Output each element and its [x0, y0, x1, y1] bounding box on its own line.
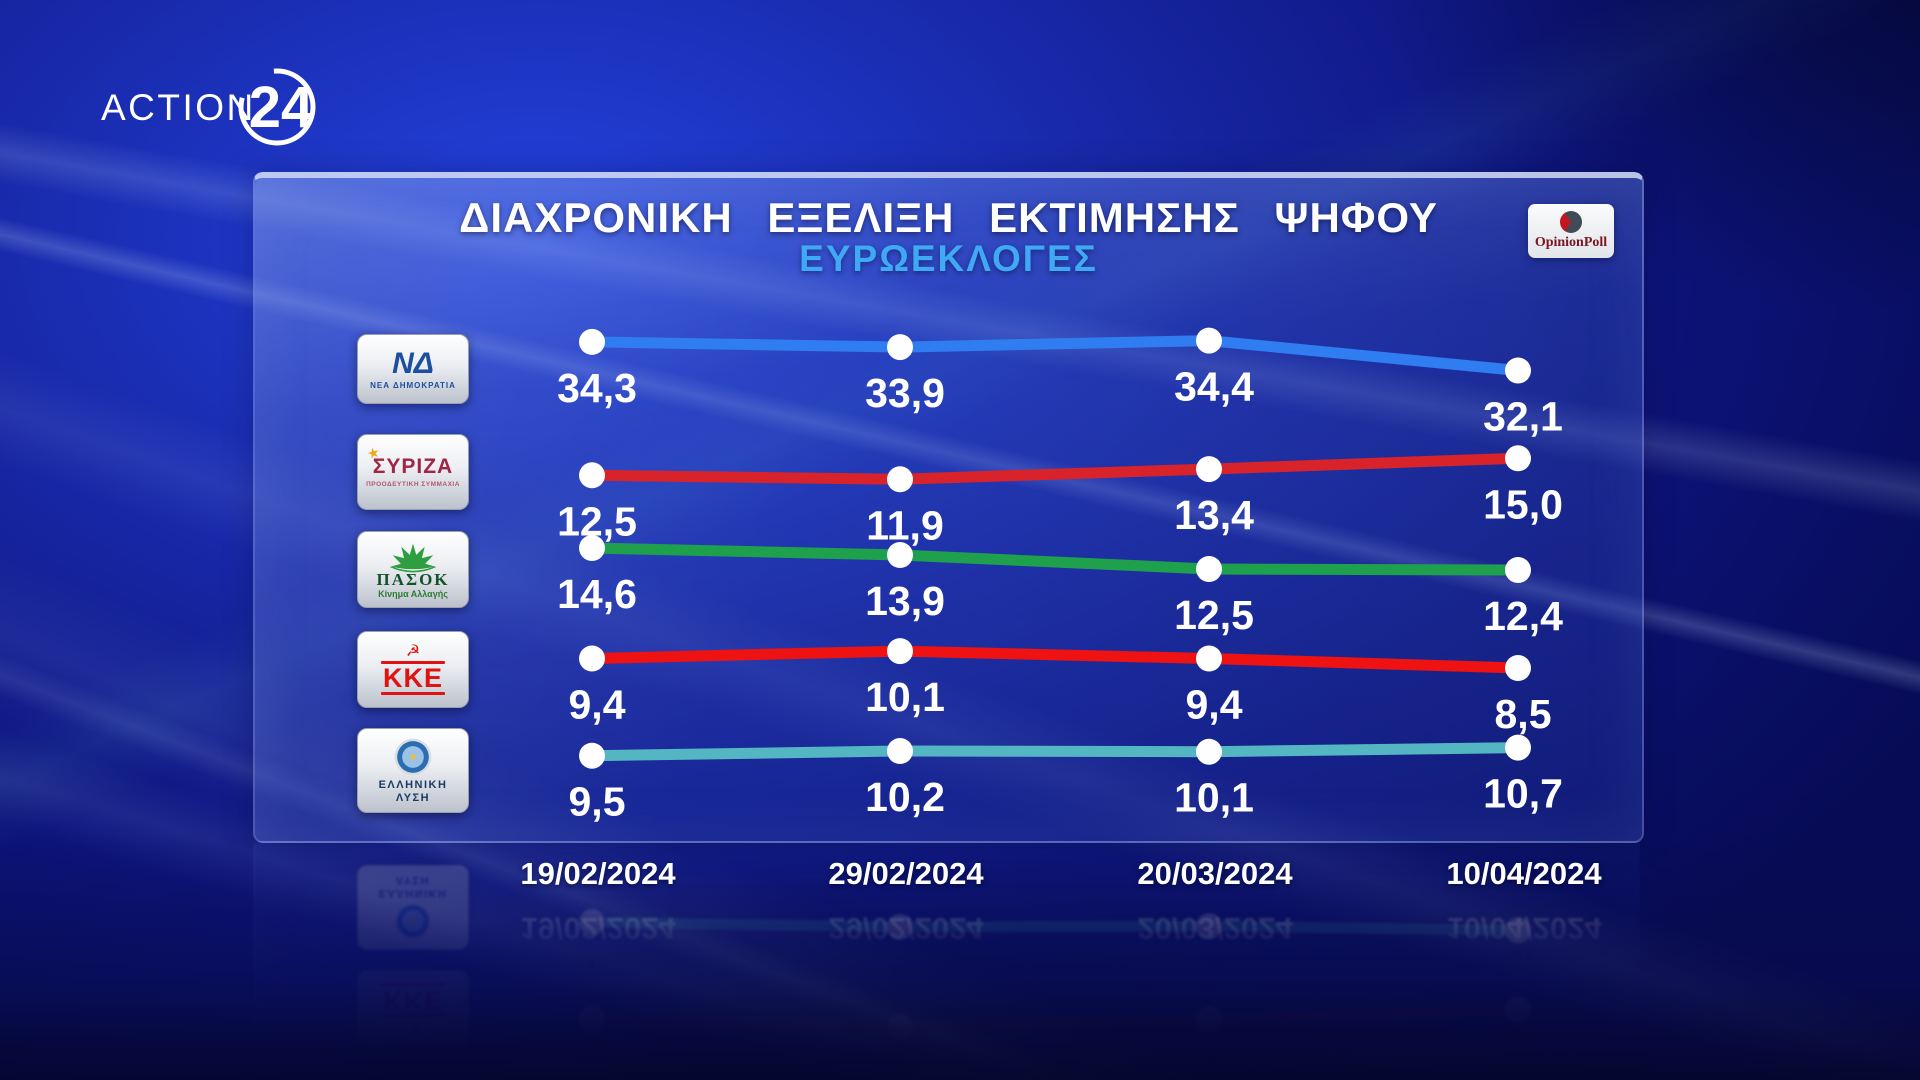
- value-label: 34,4: [1174, 364, 1254, 410]
- value-label: 12,4: [1483, 593, 1563, 639]
- party-logo-syriza: ★ ΣΥΡΙΖΑ ΠΡΟΟΔΕΥΤΙΚΗ ΣΥΜΜΑΧΙΑ: [357, 434, 469, 510]
- nd-label: ΝΕΑ ΔΗΜΟΚΡΑΤΙΑ: [370, 380, 456, 390]
- data-point: [579, 462, 605, 489]
- kke-name: ΚΚΕ: [382, 662, 443, 693]
- elliniki-lysi-name: ΕΛΛΗΝΙΚΗ ΛΥΣΗ: [379, 779, 448, 804]
- data-point: [1505, 734, 1531, 761]
- data-point: [1505, 357, 1531, 384]
- chart-title: ΔΙΑΧΡΟΝΙΚΗ ΕΞΕΛΙΞΗ ΕΚΤΙΜΗΣΗΣ ΨΗΦΟΥ: [459, 194, 1438, 241]
- value-label: 11,9: [866, 502, 944, 548]
- data-point: [1196, 327, 1222, 354]
- party-logo-nea-dimokratia: ΝΔ ΝΕΑ ΔΗΜΟΚΡΑΤΙΑ: [357, 334, 469, 404]
- kke-rule-top: [381, 660, 445, 664]
- syriza-name: ΣΥΡΙΖΑ: [372, 455, 454, 478]
- channel-logo: ACTION 24: [95, 45, 355, 170]
- channel-logo-circle-icon: [238, 68, 316, 146]
- channel-logo-graphic: ACTION 24: [101, 68, 316, 146]
- data-point: [579, 328, 605, 355]
- syriza-sublabel: ΠΡΟΟΔΕΥΤΙΚΗ ΣΥΜΜΑΧΙΑ: [366, 481, 460, 488]
- pollster-name: OpinionPoll: [1534, 235, 1608, 250]
- poll-graphic-stage: ΔΙΑΧΡΟΝΙΚΗ ΕΞΕΛΙΞΗ ΕΚΤΙΜΗΣΗΣ ΨΗΦΟΥ ΕΥΡΩΕ…: [253, 172, 1644, 912]
- date-label-4: 10/04/2024: [1446, 856, 1602, 891]
- date-label-1: 19/02/2024: [520, 856, 676, 891]
- value-label: 9,4: [569, 682, 626, 728]
- value-label: 12,5: [1174, 592, 1254, 638]
- hammer-sickle-icon: ☭: [405, 642, 421, 660]
- data-point: [1505, 655, 1531, 681]
- value-label: 33,9: [865, 370, 945, 416]
- value-label: 10,7: [1483, 771, 1563, 817]
- data-point: [887, 334, 913, 361]
- date-label-2: 29/02/2024: [828, 856, 984, 891]
- chart-panel: ΔΙΑΧΡΟΝΙΚΗ ΕΞΕΛΙΞΗ ΕΚΤΙΜΗΣΗΣ ΨΗΦΟΥ ΕΥΡΩΕ…: [253, 172, 1644, 843]
- party-logo-kke: ☭ ΚΚΕ: [357, 631, 469, 708]
- syriza-wordmark: ★ ΣΥΡΙΖΑ: [366, 445, 454, 478]
- value-label: 15,0: [1483, 481, 1563, 527]
- elliniki-lysi-line1: ΕΛΛΗΝΙΚΗ: [378, 778, 448, 791]
- kke-rule-bottom: [381, 692, 445, 696]
- value-label: 34,3: [557, 365, 637, 411]
- date-label-3: 20/03/2024: [1137, 856, 1293, 891]
- value-label: 9,4: [1186, 682, 1243, 728]
- value-label: 13,4: [1174, 492, 1254, 538]
- series-line: [586, 542, 1524, 576]
- series-line: [586, 742, 1524, 762]
- data-point: [1505, 557, 1531, 583]
- x-axis-dates: 19/02/2024 29/02/2024 20/03/2024 10/04/2…: [253, 856, 1640, 902]
- series-line: [586, 645, 1524, 674]
- data-point: [887, 466, 913, 493]
- poll-line-chart: 34,3 33,9 34,4 32,1 12,5 11,9 13,4 15,0 14,6 13,9…: [557, 327, 1563, 825]
- nd-monogram: ΝΔ: [392, 346, 434, 380]
- pollster-pie-icon: [1560, 211, 1582, 233]
- data-point: [579, 645, 605, 672]
- channel-number: 24: [249, 75, 314, 140]
- channel-name: ACTION: [101, 87, 256, 128]
- elliniki-lysi-line2: ΛΥΣΗ: [395, 791, 431, 804]
- value-label: 13,9: [865, 578, 945, 624]
- pasok-sun-icon: [389, 543, 437, 573]
- chart-subtitle: ΕΥΡΩΕΚΛΟΓΕΣ: [799, 238, 1098, 279]
- data-point: [1196, 738, 1222, 765]
- value-label: 8,5: [1495, 691, 1552, 737]
- data-point: [887, 542, 913, 568]
- value-label: 10,1: [865, 674, 945, 720]
- party-logo-elliniki-lysi: ΕΛΛΗΝΙΚΗ ΛΥΣΗ: [357, 728, 469, 813]
- data-point: [1196, 556, 1222, 582]
- data-point: [1505, 445, 1531, 472]
- data-point: [579, 742, 605, 769]
- data-point: [1196, 456, 1222, 483]
- value-label: 10,1: [1174, 775, 1254, 821]
- compass-icon: [394, 738, 432, 776]
- value-label: 10,2: [865, 774, 945, 820]
- pasok-name: ΠΑΣΟΚ: [376, 570, 450, 589]
- series-line: [586, 335, 1524, 376]
- value-label: 14,6: [557, 571, 637, 617]
- pasok-sublabel: Κίνημα Αλλαγής: [378, 589, 448, 599]
- data-point: [579, 535, 605, 561]
- data-point: [1196, 645, 1222, 672]
- data-point: [887, 738, 913, 764]
- data-point: [887, 638, 913, 665]
- value-label: 32,1: [1483, 394, 1563, 440]
- value-label: 9,5: [569, 779, 626, 825]
- series-line: [586, 452, 1524, 485]
- party-logo-pasok: ΠΑΣΟΚ Κίνημα Αλλαγής: [357, 531, 469, 608]
- pollster-badge: OpinionPoll: [1528, 204, 1614, 258]
